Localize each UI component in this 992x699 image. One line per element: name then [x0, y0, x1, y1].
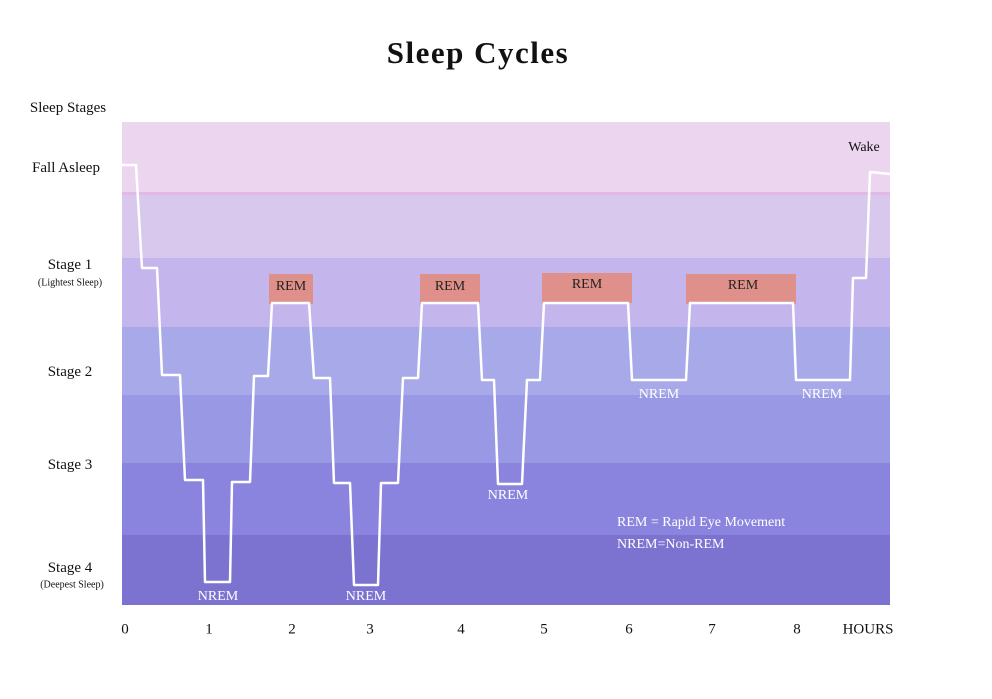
- stage-note: (Deepest Sleep): [40, 579, 104, 591]
- y-axis-title: Sleep Stages: [29, 100, 107, 116]
- stage-label: Stage 2: [47, 364, 93, 380]
- rem-box: [420, 274, 480, 304]
- rem-box: [269, 274, 313, 304]
- sleep-line: [122, 163, 891, 587]
- stage-label: Stage 3: [47, 457, 93, 473]
- nrem-label: NREM: [197, 589, 239, 604]
- x-tick-label: 4: [457, 621, 465, 638]
- x-tick-label: 8: [793, 621, 801, 638]
- stage-note: (Lightest Sleep): [37, 277, 103, 289]
- legend-line: NREM=Non-REM: [617, 537, 725, 552]
- nrem-label: NREM: [638, 387, 680, 402]
- band-edge: [122, 192, 890, 195]
- rem-box: [542, 273, 632, 303]
- nrem-label: NREM: [801, 387, 843, 402]
- rem-label: REM: [727, 278, 759, 293]
- band: [122, 535, 890, 605]
- x-tick-label: 1: [205, 621, 213, 638]
- nrem-label: NREM: [487, 488, 529, 503]
- rem-label: REM: [434, 279, 466, 294]
- x-tick-label: 3: [366, 621, 374, 638]
- nrem-label: NREM: [345, 589, 387, 604]
- band: [122, 122, 890, 195]
- rem-label: REM: [275, 279, 307, 294]
- x-tick-label: 5: [540, 621, 548, 638]
- legend-line: REM = Rapid Eye Movement: [617, 515, 786, 530]
- title: Sleep Cycles: [386, 35, 570, 70]
- rem-box: [686, 274, 796, 304]
- band: [122, 327, 890, 395]
- x-axis-label: HOURS: [842, 621, 894, 638]
- band: [122, 195, 890, 258]
- x-tick-label: 2: [288, 621, 296, 638]
- stage-label: Stage 1: [47, 257, 93, 273]
- x-tick-label: 6: [625, 621, 633, 638]
- band: [122, 395, 890, 463]
- rem-label: REM: [571, 277, 603, 292]
- stage-label: Fall Asleep: [32, 160, 100, 176]
- wake-label: Wake: [848, 140, 880, 155]
- stage-label: Stage 4: [47, 560, 93, 576]
- x-tick-label: 0: [121, 621, 129, 638]
- x-tick-label: 7: [708, 621, 716, 638]
